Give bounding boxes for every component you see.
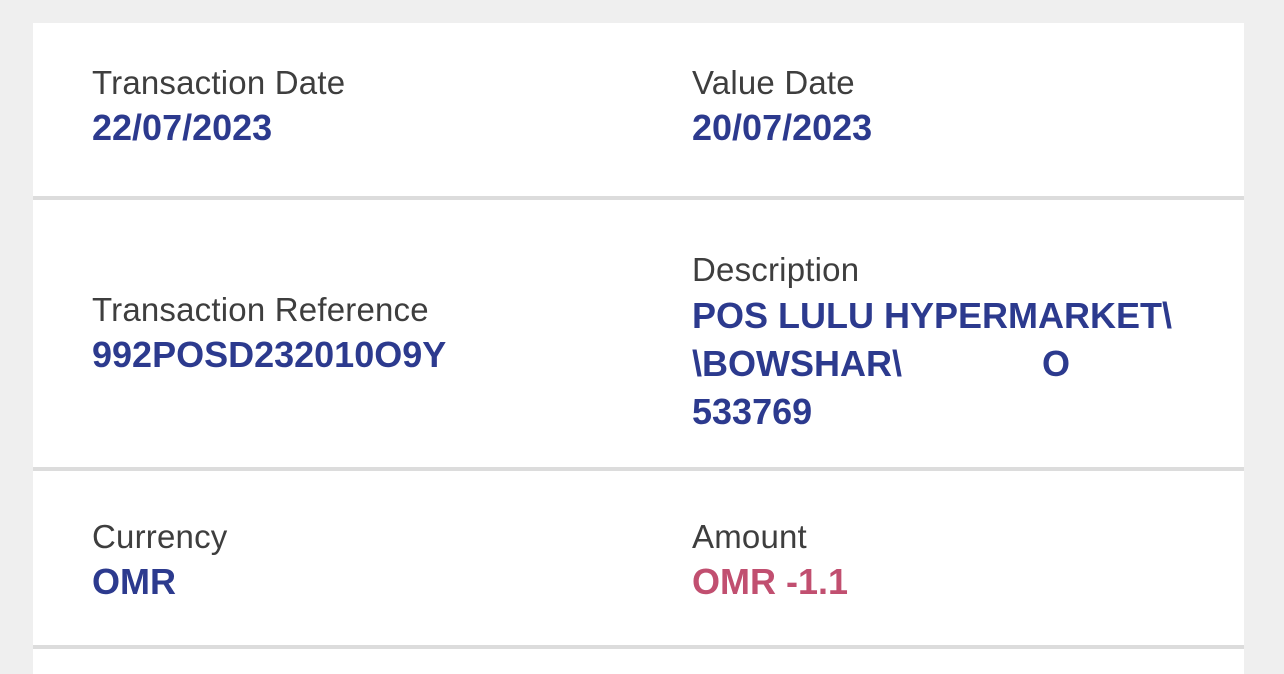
amount-label: Amount bbox=[692, 518, 807, 555]
field-amount: Amount OMR -1.1 bbox=[692, 517, 1204, 645]
amount-value: OMR -1.1 bbox=[692, 561, 849, 602]
section-next-partial bbox=[33, 645, 1244, 674]
transaction-reference-value: 992POSD232010O9Y bbox=[92, 333, 447, 375]
field-transaction-date: Transaction Date 22/07/2023 bbox=[92, 63, 692, 196]
section-dates: Transaction Date 22/07/2023 Value Date 2… bbox=[33, 23, 1244, 196]
section-currency-amount: Currency OMR Amount OMR -1.1 bbox=[33, 467, 1244, 645]
field-value-date: Value Date 20/07/2023 bbox=[692, 63, 1204, 196]
currency-value: OMR bbox=[92, 561, 176, 602]
value-date-value: 20/07/2023 bbox=[692, 107, 873, 148]
field-currency: Currency OMR bbox=[92, 517, 692, 645]
value-date-label: Value Date bbox=[692, 64, 855, 101]
description-label: Description bbox=[692, 251, 860, 288]
description-value-line: 533769 bbox=[692, 391, 813, 432]
transaction-detail-card: Transaction Date 22/07/2023 Value Date 2… bbox=[33, 23, 1244, 674]
field-transaction-reference: Transaction Reference 992POSD232010O9Y bbox=[92, 290, 692, 378]
field-description: Description POS LULU HYPERMARKET\ \BOWSH… bbox=[692, 200, 1204, 467]
description-value-line: POS LULU HYPERMARKET\ bbox=[692, 295, 1173, 336]
section-reference-description: Transaction Reference 992POSD232010O9Y D… bbox=[33, 196, 1244, 467]
transaction-reference-label: Transaction Reference bbox=[92, 290, 429, 328]
description-value-line: \BOWSHAR\ O bbox=[692, 343, 1071, 384]
currency-label: Currency bbox=[92, 518, 228, 555]
transaction-date-value: 22/07/2023 bbox=[92, 107, 273, 148]
transaction-date-label: Transaction Date bbox=[92, 64, 346, 101]
